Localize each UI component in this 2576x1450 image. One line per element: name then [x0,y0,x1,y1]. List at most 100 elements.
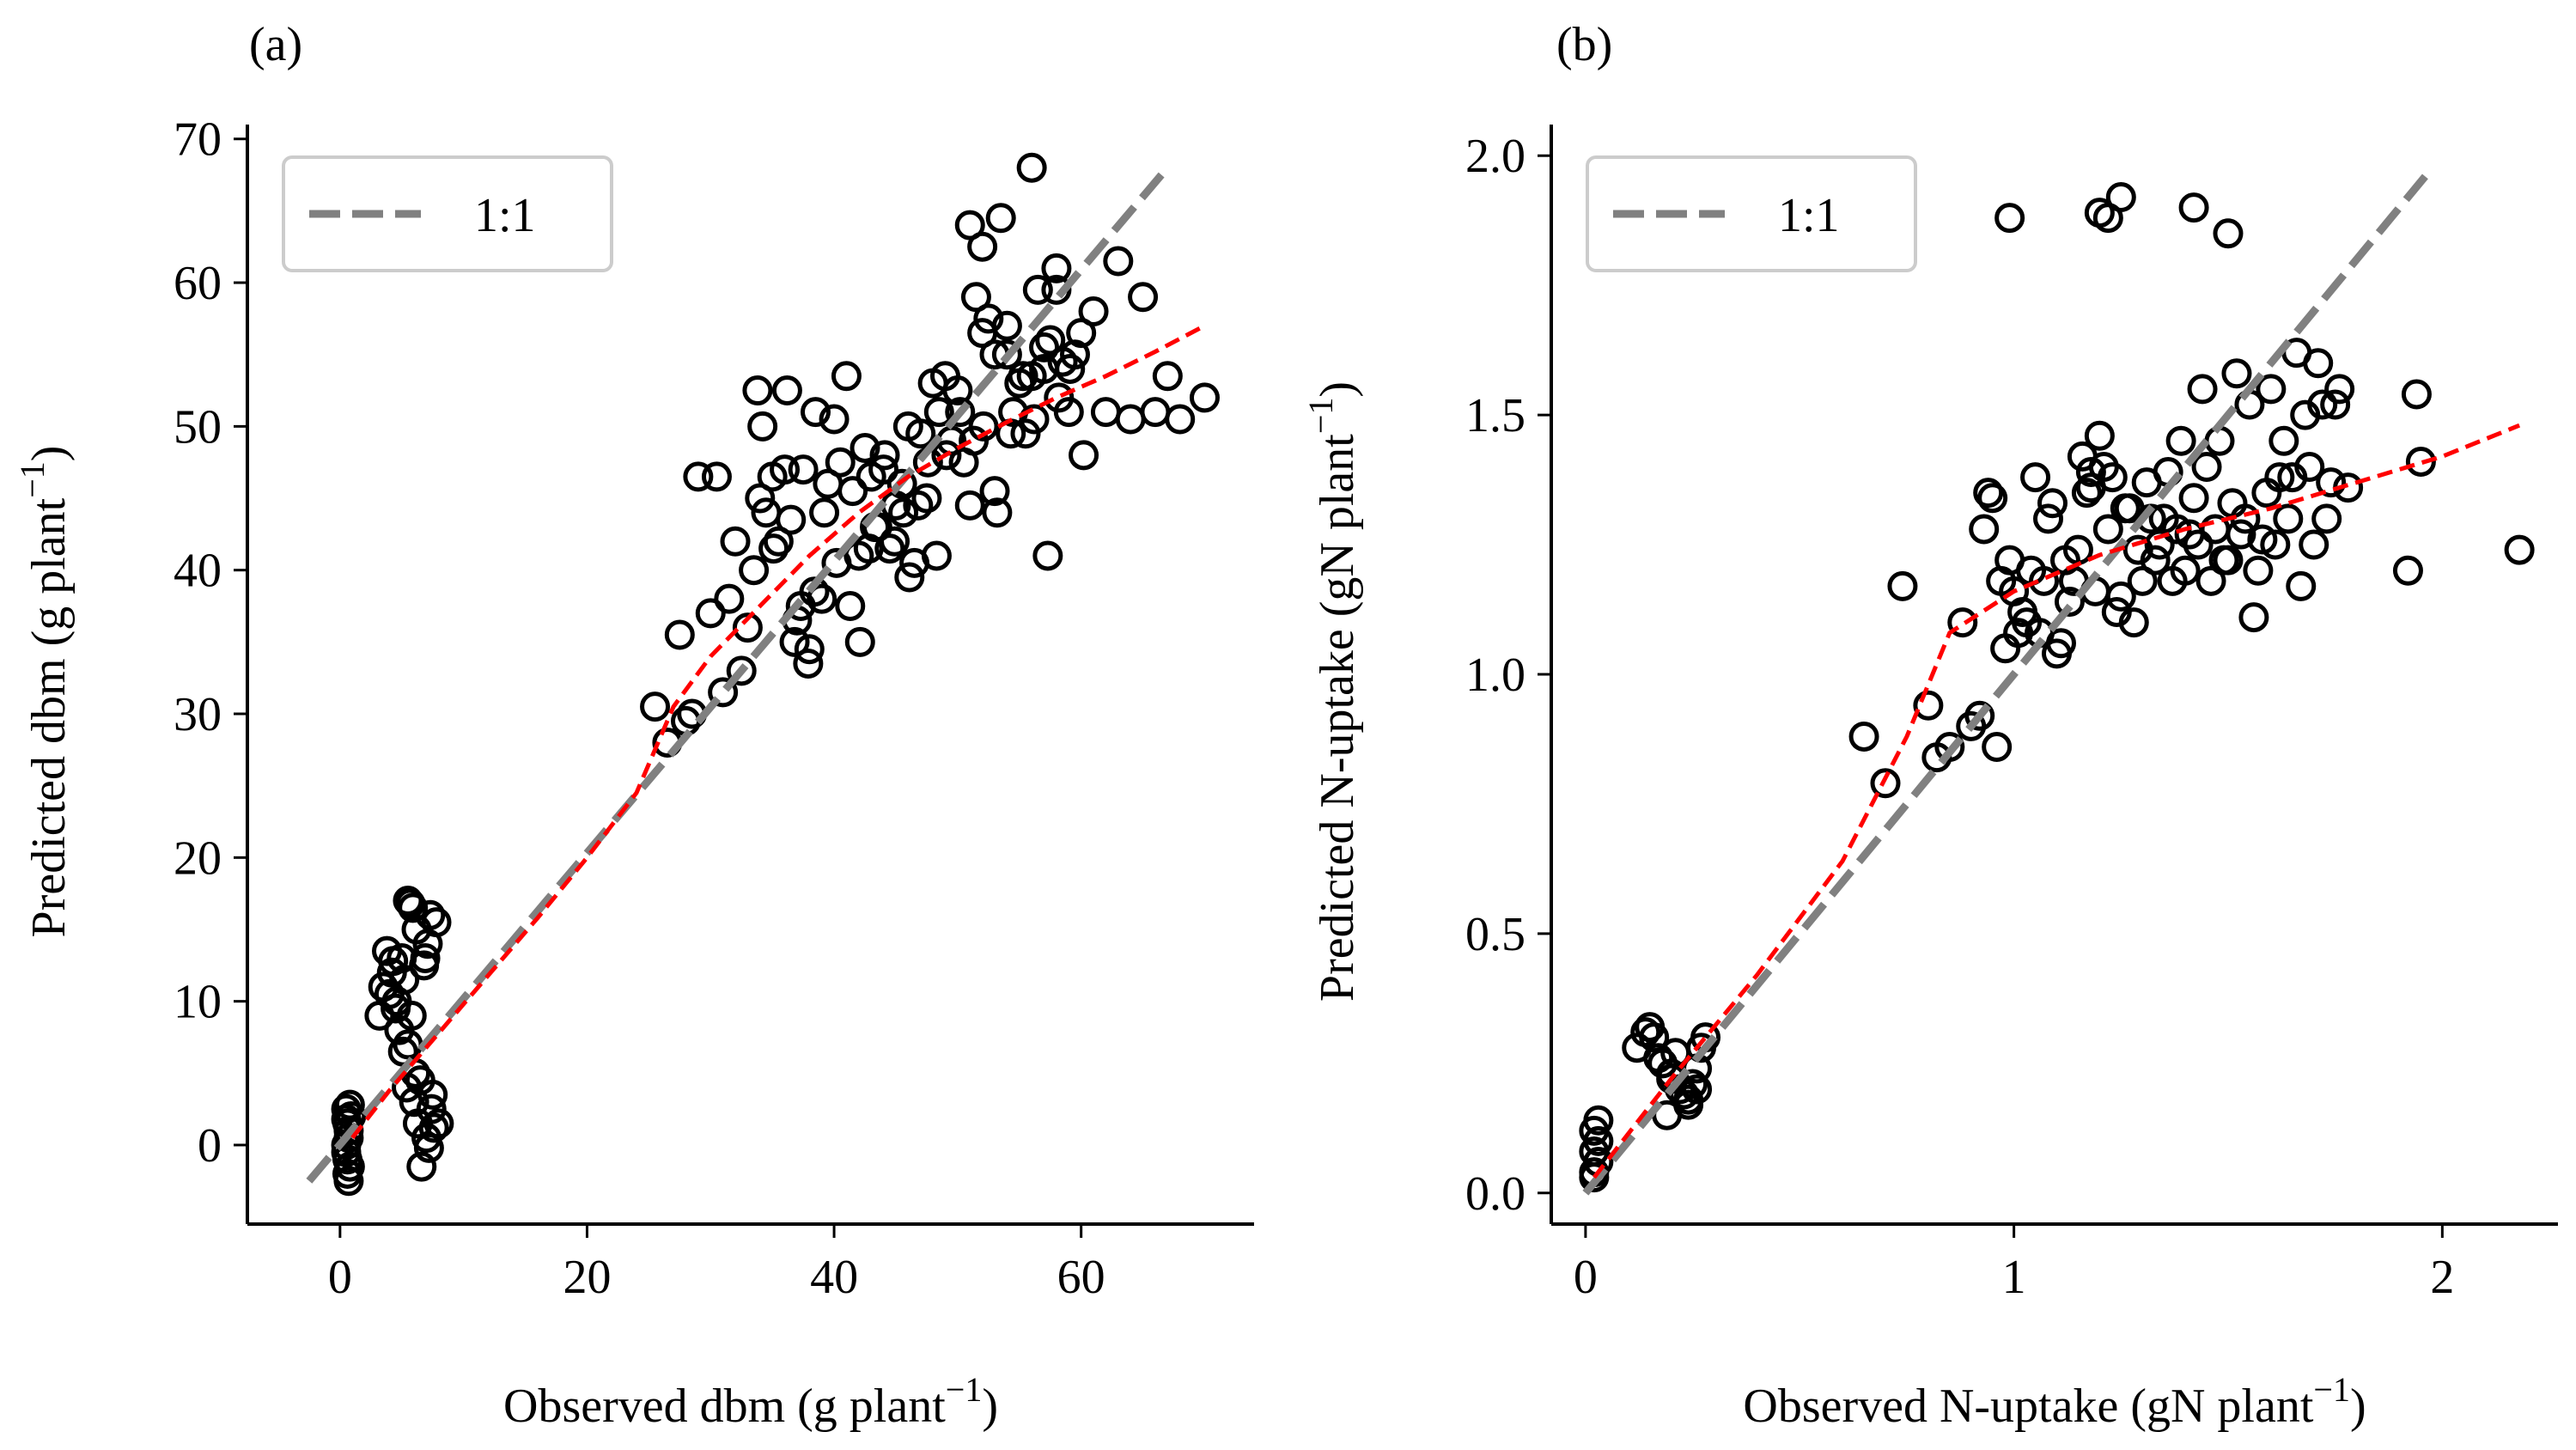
chart-1-data-point [2251,478,2282,509]
chart-0-data-point [942,375,973,406]
chart-1-data-point [1887,570,1918,601]
chart-1-data-point [1635,1012,1666,1043]
chart-0-data-point [1090,397,1121,428]
chart-1-legend: 1:1 [1586,155,1917,272]
chart-1-data-point [2084,420,2115,451]
chart-1-data-point [2020,462,2051,493]
chart-1-data-point [2504,534,2535,565]
chart-0-x-tick-label: 40 [810,1251,858,1304]
chart-0-data-point [423,1108,454,1139]
chart-0-data-point [770,454,801,485]
chart-0-data-point [967,231,998,262]
chart-1-data-point [1682,1074,1713,1105]
chart-1-data-point [2243,555,2274,586]
chart-0-data-point [333,1166,364,1197]
chart-0-y-axis-title: Predicted dbm (g plant−1) [13,446,76,938]
chart-0-data-point [1019,404,1050,435]
chart-1-data-point [2187,374,2218,405]
chart-0-legend-label: 1:1 [474,189,536,242]
chart-1-data-point [1969,514,2000,545]
chart-0-data-point [1152,361,1183,392]
chart-0-data-point [788,454,819,485]
chart-0-data-point [381,986,412,1017]
chart-1-data-point [2131,467,2162,498]
chart-0-data-point [758,533,789,564]
chart-0-data-point [973,303,1004,334]
chart-1-data-point [1947,607,1978,638]
chart-1-data-point [1660,1038,1691,1069]
chart-1-data-point [2320,389,2351,420]
chart-0-data-point [726,655,757,686]
chart-0-data-point [800,397,831,428]
chart-0-data-point [880,526,910,557]
chart-0-data-point [991,339,1022,370]
chart-0-data-point [416,1094,447,1124]
chart-1-data-point [2105,581,2136,612]
chart-0-data-point [888,497,919,528]
chart-1-data-point [2303,348,2334,379]
chart-0-y-tick-label: 50 [174,400,222,454]
chart-1-data-point [1913,690,1944,721]
chart-0-y-axis-title-superscript: −1 [13,461,52,498]
chart-0-data-point [991,310,1022,341]
chart-1-y-tick-label: 0.0 [1465,1167,1526,1221]
chart-1-data-point [1870,768,1901,799]
chart-1-y-axis-title-superscript: −1 [1301,398,1340,435]
chart-0-data-point [1032,540,1063,571]
chart-0-data-point [868,454,899,485]
chart-0-x-tick-label: 20 [563,1251,611,1304]
chart-1-data-point [2316,467,2347,498]
chart-0-data-point [732,612,763,643]
chart-1-data-point [2299,529,2329,560]
chart-0-data-point [406,1151,437,1182]
chart-1-data-point [2221,358,2252,389]
chart-0-data-point [905,418,936,449]
chart-0-data-point [886,468,917,499]
chart-0-data-point [1044,382,1075,413]
chart-0-data-point [413,1132,444,1163]
chart-0-data-point [720,526,751,557]
chart-1-x-tick-label: 0 [1574,1251,1598,1304]
chart-0-y-tick-label: 60 [174,257,222,310]
chart-1-trend-line [1592,423,2521,1179]
chart-0-legend: 1:1 [282,155,613,272]
chart-0-data-point [1115,404,1146,435]
chart-0-data-point [701,461,732,492]
chart-1-data-point [2273,503,2304,534]
chart-0-data-point [334,1089,365,1120]
chart-1-data-point [2075,457,2106,488]
chart-1-x-axis-title-close: ) [2350,1380,2366,1433]
chart-1-data-point [1964,700,1995,731]
chart-0-data-point [1041,253,1072,283]
chart-0-data-point [850,432,880,463]
chart-1-legend-label: 1:1 [1778,189,1840,242]
chart-1-panel-label: (b) [1556,18,1612,71]
chart-0-data-point [874,533,905,564]
chart-1-y-tick-label: 0.5 [1465,908,1526,961]
chart-0-data-point [671,705,702,736]
chart-1-y-axis-title: Predicted N-uptake (gN plant−1) [1301,381,1364,1002]
chart-0-data-point [695,598,726,629]
chart-0-y-tick-label: 30 [174,688,222,741]
chart-0-data-point [809,497,840,528]
chart-0-data-point [399,1087,429,1118]
chart-1-data-point [2071,478,2102,509]
chart-0-legend-box [282,155,613,272]
chart-0-y-axis-title-text: Predicted dbm (g plant [22,497,76,937]
chart-1-x-axis-title: Observed N-uptake (gN plant−1) [1743,1370,2366,1433]
chart-0-data-point [1066,318,1097,349]
chart-1-x-axis-title-superscript: −1 [2313,1370,2350,1409]
chart-1-y-tick-label: 2.0 [1465,130,1526,183]
chart-0-data-point [1041,274,1072,305]
chart-0-data-point [945,397,976,428]
chart-0-data-point [332,1144,362,1175]
chart-0-trend-line [350,323,1206,1140]
chart-1-data-point [1673,1089,1704,1120]
chart-1-data-point [1934,732,1965,763]
chart-1-y-axis-title-close: ) [1311,381,1364,398]
chart-0-data-point [410,942,441,973]
chart-0-data-point [837,476,868,507]
chart-1-data-point [2037,488,2068,519]
chart-0-data-point [931,440,962,471]
